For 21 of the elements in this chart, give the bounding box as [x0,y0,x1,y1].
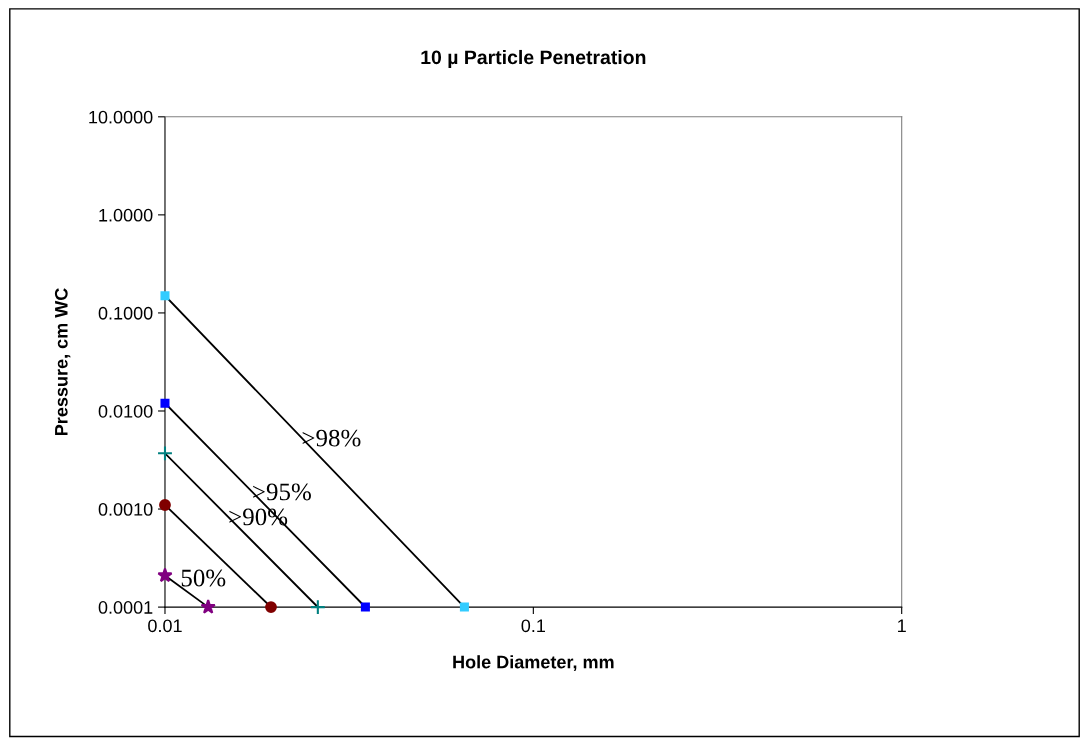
chart-title: 10 µ Particle Penetration [421,49,646,69]
y-tick-label: 0.0100 [98,404,153,418]
y-tick-label: 10.0000 [89,110,153,124]
y-tick-label: 1.0000 [99,208,153,222]
point [157,445,173,462]
series-label: 50% [181,569,226,587]
point [309,599,326,616]
x-tick-label: 1 [898,619,906,632]
point [159,499,171,511]
y-axis-title: Pressure, cm WC [54,288,71,436]
series-label: >95% [253,483,311,501]
y-tick-label: 0.1000 [98,306,153,320]
point [157,567,173,583]
series-label: >98% [302,429,361,447]
point [160,291,170,301]
y-tick-label: 0.0001 [98,601,153,614]
x-axis-title: Hole Diameter, mm [453,655,614,672]
x-tick-label: 0.01 [148,619,182,633]
y-tick-label: 0.0010 [98,502,153,516]
x-tick-label: 0.1 [521,619,546,633]
point [160,398,170,408]
